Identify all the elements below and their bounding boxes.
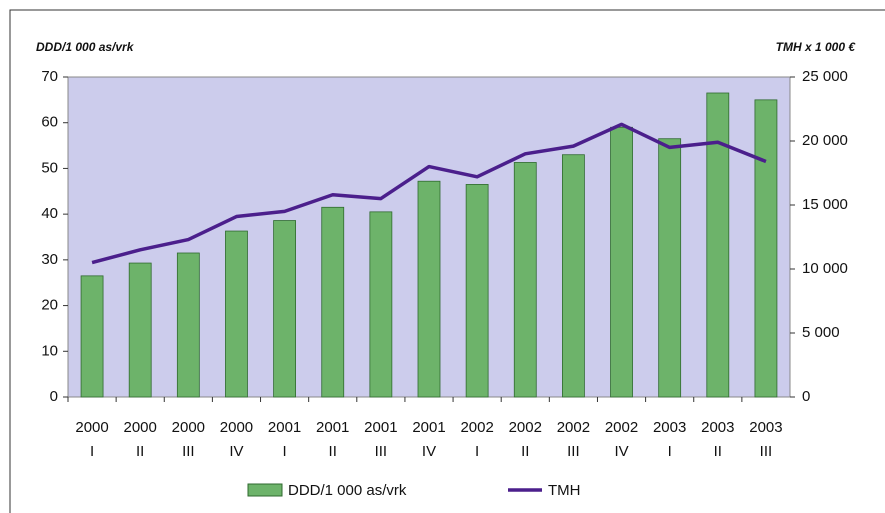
y2-tick-label: 15 000 <box>802 196 848 213</box>
x-tick-label: 2001 <box>364 419 397 436</box>
x-tick-label: 2003 <box>701 419 734 436</box>
y-tick-label: 70 <box>41 68 58 85</box>
x-tick-label: 2003 <box>653 419 686 436</box>
y-tick-label: 50 <box>41 159 58 176</box>
y-tick-label: 60 <box>41 114 58 131</box>
bar <box>658 138 682 398</box>
y-tick-label: 40 <box>41 205 58 222</box>
bar <box>513 162 537 398</box>
y-tick-label: 10 <box>41 342 58 359</box>
x-tick-label: 2001 <box>268 419 301 436</box>
x-tick-label: II <box>521 443 529 460</box>
bar <box>225 230 248 398</box>
x-tick-label: I <box>475 443 479 460</box>
x-tick-label: 2001 <box>316 419 349 436</box>
y-tick-label: 20 <box>41 297 58 314</box>
x-tick-label: IV <box>229 443 243 460</box>
x-tick-label: I <box>668 443 672 460</box>
bar <box>273 220 297 398</box>
legend-label: TMH <box>548 482 581 499</box>
x-tick-label: 2002 <box>460 419 493 436</box>
y2-tick-label: 10 000 <box>802 260 848 277</box>
bar <box>128 262 152 398</box>
y2-tick-label: 20 000 <box>802 132 848 149</box>
y-tick-label: 30 <box>41 251 58 268</box>
bar <box>176 252 200 398</box>
x-tick-label: 2000 <box>124 419 157 436</box>
x-tick-label: 2000 <box>220 419 253 436</box>
y2-axis-label: TMH x 1 000 € <box>776 40 857 54</box>
x-tick-label: 2003 <box>749 419 782 436</box>
x-tick-label: I <box>90 443 94 460</box>
x-tick-label: II <box>714 443 722 460</box>
bar <box>562 154 585 398</box>
y2-tick-label: 0 <box>802 388 810 405</box>
x-tick-label: III <box>760 443 773 460</box>
x-tick-label: 2002 <box>557 419 590 436</box>
x-tick-label: 2001 <box>412 419 445 436</box>
bar <box>465 184 489 398</box>
x-tick-label: III <box>375 443 388 460</box>
bar <box>369 211 393 398</box>
x-tick-label: 2000 <box>172 419 205 436</box>
frame <box>9 9 885 513</box>
bar <box>706 92 730 398</box>
legend-label: DDD/1 000 as/vrk <box>288 482 407 499</box>
bar <box>754 99 778 398</box>
x-tick-label: II <box>329 443 337 460</box>
x-tick-label: 2000 <box>75 419 108 436</box>
y-axis-label: DDD/1 000 as/vrk <box>36 40 135 54</box>
bar <box>321 206 345 398</box>
y2-tick-label: 5 000 <box>802 324 840 341</box>
x-tick-label: IV <box>614 443 628 460</box>
bar <box>610 126 633 398</box>
bar <box>417 180 441 398</box>
y-tick-label: 0 <box>50 388 58 405</box>
x-tick-label: IV <box>422 443 436 460</box>
line <box>91 122 767 265</box>
x-tick-label: II <box>136 443 144 460</box>
x-tick-label: 2002 <box>509 419 542 436</box>
x-tick-label: I <box>283 443 287 460</box>
bar <box>80 275 104 398</box>
legend-swatch <box>247 483 283 497</box>
x-tick-label: III <box>567 443 580 460</box>
y2-tick-label: 25 000 <box>802 68 848 85</box>
x-tick-label: 2002 <box>605 419 638 436</box>
x-tick-label: III <box>182 443 195 460</box>
